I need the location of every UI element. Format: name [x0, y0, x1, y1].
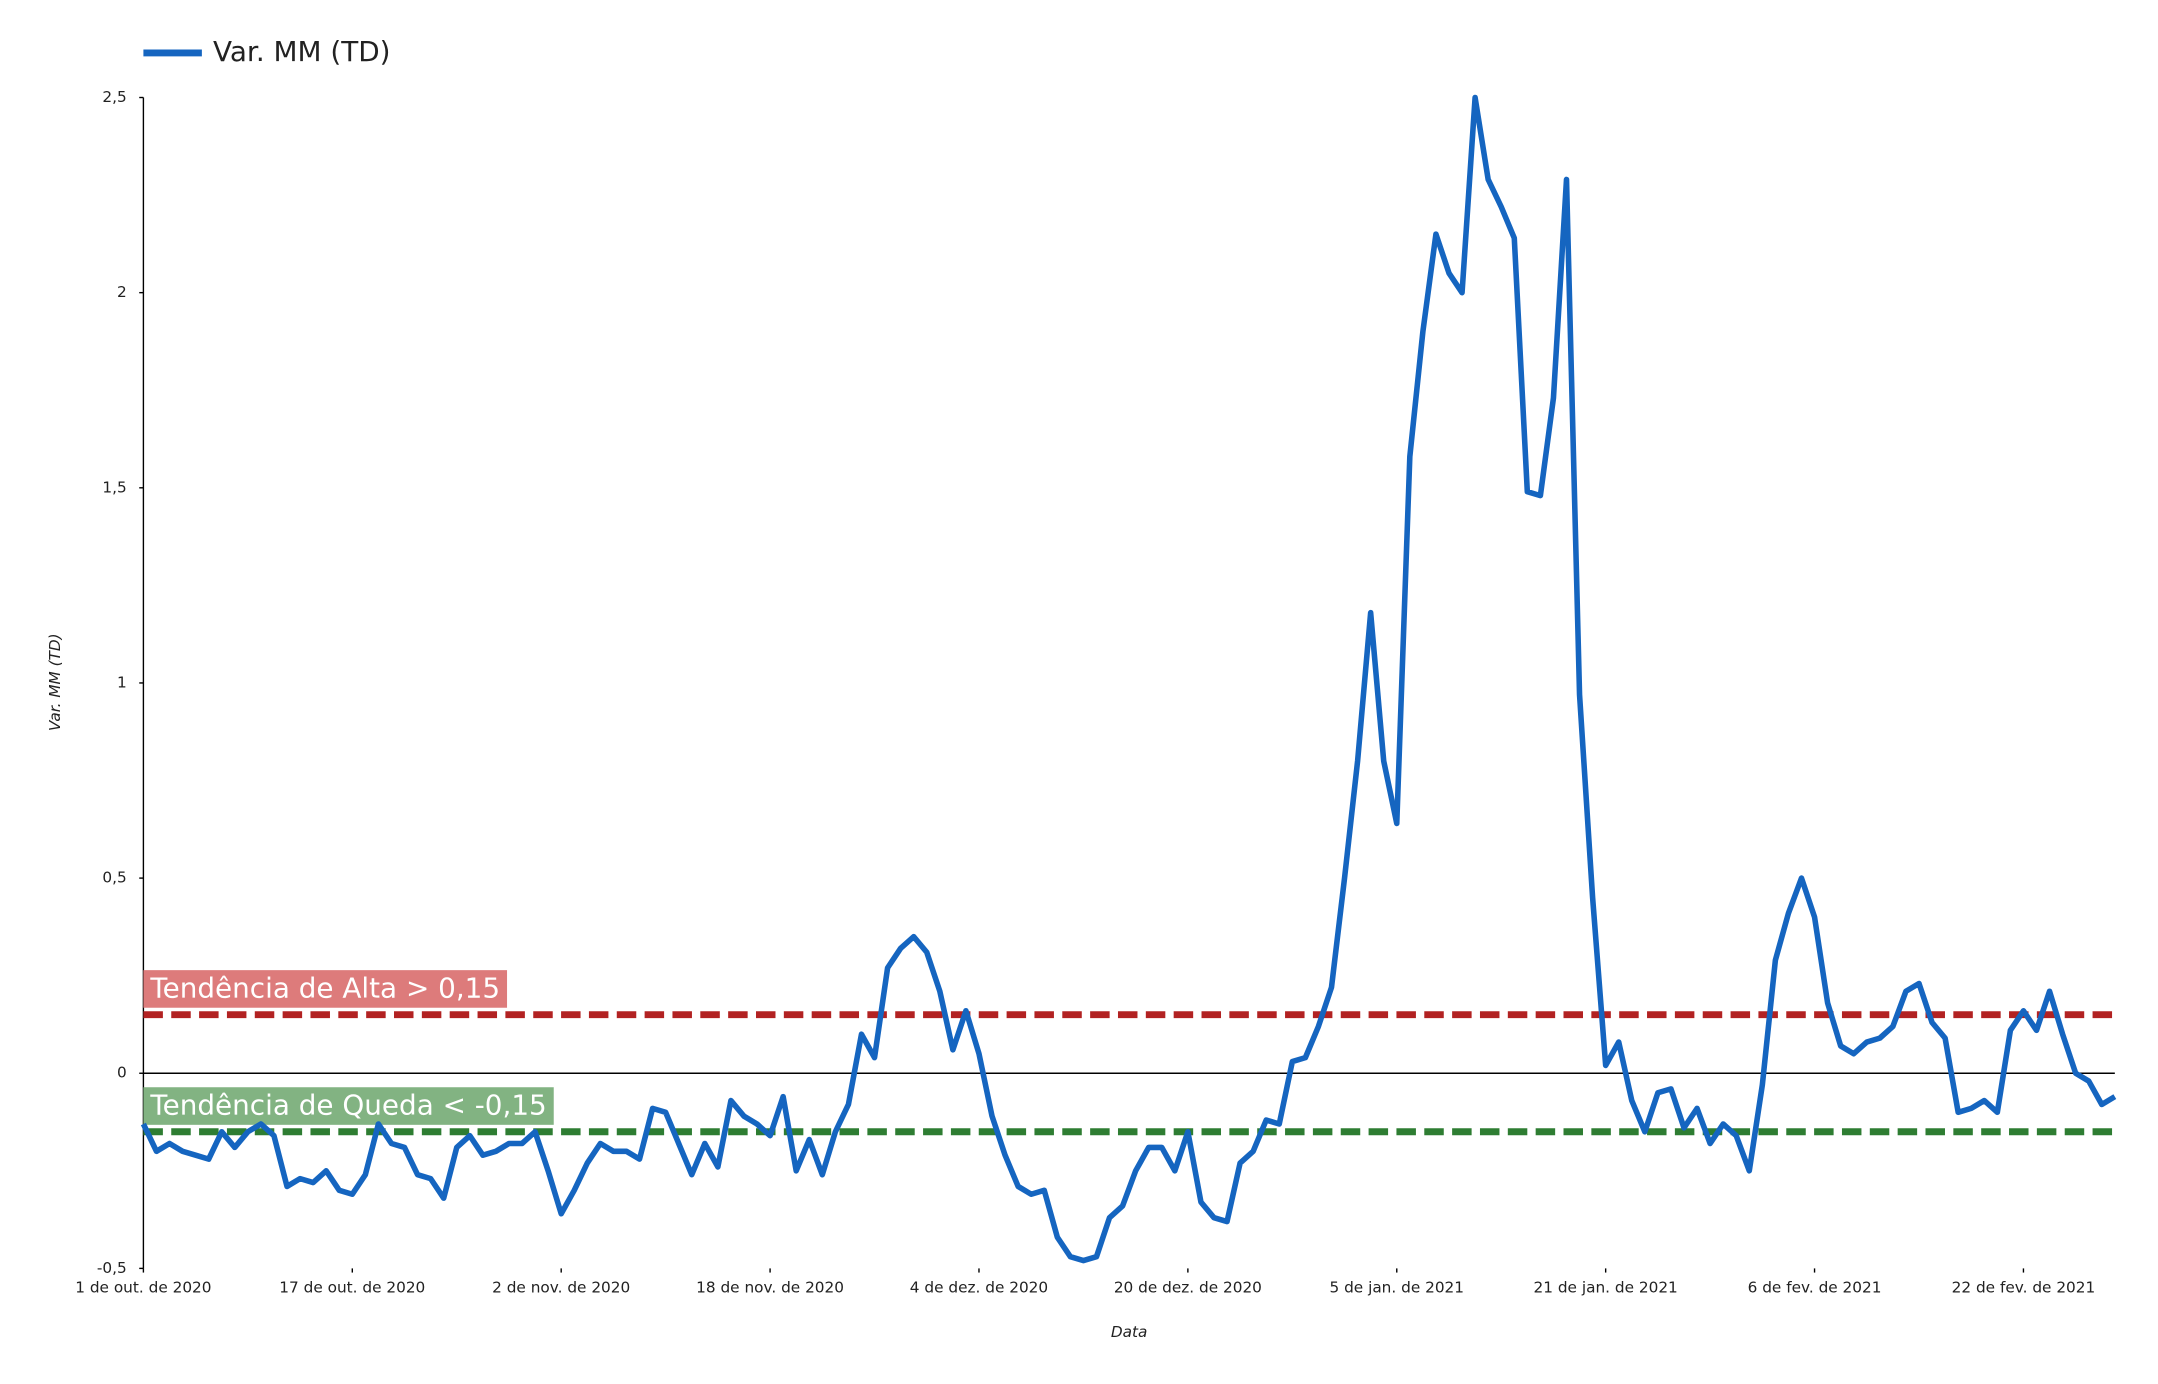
annotation-box [143, 1087, 554, 1125]
x-tick-label: 21 de jan. de 2021 [1534, 1278, 1678, 1296]
x-tick-label: 4 de dez. de 2020 [910, 1278, 1048, 1296]
y-tick-label: 1,5 [102, 478, 126, 496]
x-tick-label: 6 de fev. de 2021 [1748, 1278, 1882, 1296]
legend-label: Var. MM (TD) [213, 35, 391, 68]
annotation-label: Tendência de Queda < -0,15 [149, 1089, 546, 1122]
y-tick-label: 1 [117, 673, 127, 691]
y-tick-label: 2,5 [102, 88, 126, 106]
y-axis-title: Var. MM (TD) [46, 633, 64, 731]
x-tick-label: 1 de out. de 2020 [75, 1278, 211, 1296]
x-tick-label: 18 de nov. de 2020 [696, 1278, 844, 1296]
annotation-box [143, 970, 508, 1008]
x-tick-label: 22 de fev. de 2021 [1952, 1278, 2096, 1296]
annotation-label: Tendência de Alta > 0,15 [149, 972, 500, 1005]
x-tick-label: 5 de jan. de 2021 [1329, 1278, 1464, 1296]
x-tick-label: 17 de out. de 2020 [279, 1278, 425, 1296]
y-tick-label: -0,5 [97, 1259, 127, 1277]
series-line [140, 94, 2117, 1264]
y-tick-label: 0,5 [102, 869, 126, 887]
x-tick-label: 2 de nov. de 2020 [492, 1278, 630, 1296]
x-tick-label: 20 de dez. de 2020 [1114, 1278, 1262, 1296]
y-tick-label: 0 [117, 1064, 127, 1082]
x-axis-title: Data [1111, 1323, 1148, 1341]
y-tick-label: 2 [117, 283, 127, 301]
